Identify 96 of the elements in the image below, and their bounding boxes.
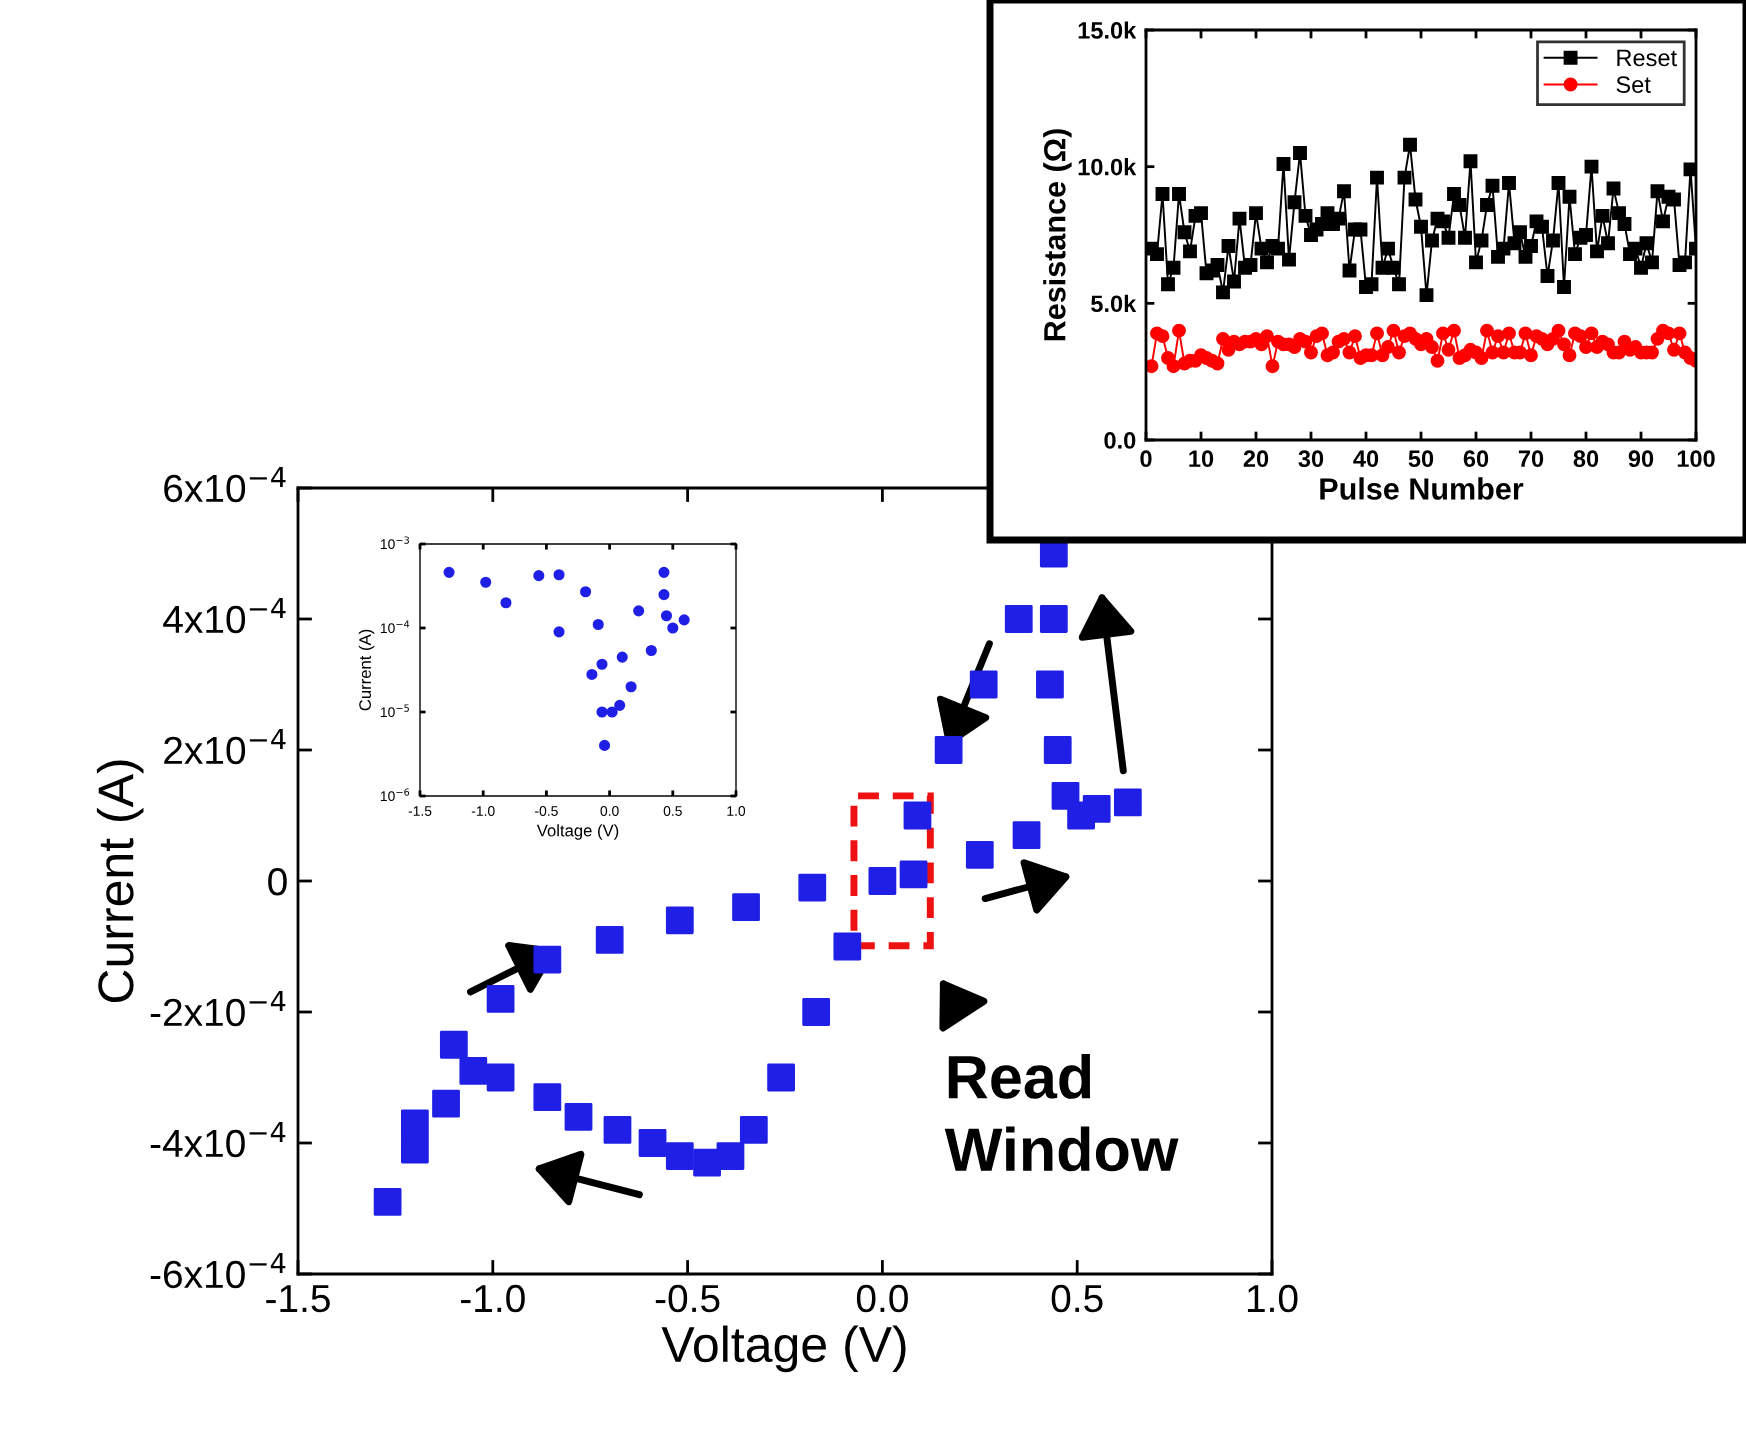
point <box>625 681 637 693</box>
point <box>533 1083 562 1112</box>
point <box>553 569 565 581</box>
point <box>965 840 994 869</box>
y-tick-label: 0.0 <box>1104 432 1136 449</box>
point <box>868 867 897 895</box>
point <box>480 576 492 588</box>
y-tick-label: 6x10$^{−4}$ <box>164 467 286 503</box>
y-tick-label: 4x10$^{−4}$ <box>163 598 286 634</box>
x-tick-label: 90 <box>1628 450 1654 468</box>
point <box>459 1057 488 1085</box>
point <box>603 1116 632 1144</box>
point <box>432 1089 460 1118</box>
x-tick-label: -1.0 <box>461 1284 525 1313</box>
x-tick-label: 0.5 <box>1051 1284 1103 1313</box>
y-tick-label: -6x10$^{−4}$ <box>150 1253 286 1289</box>
point <box>486 985 515 1013</box>
point <box>553 626 565 638</box>
x-axis-title: Pulse Number <box>1320 477 1524 500</box>
x-tick-label: 100 <box>1677 450 1715 468</box>
y-tick-label: 0 <box>268 867 287 896</box>
y-axis-title: Current (A) <box>96 760 144 1003</box>
y-tick-label: 5.0k <box>1091 294 1137 313</box>
y-tick-label: 2x10$^{−4}$ <box>164 729 286 765</box>
point <box>592 618 604 631</box>
point <box>500 597 512 609</box>
x-axis-title: Voltage (V) <box>661 1325 906 1373</box>
point <box>658 589 670 601</box>
point <box>693 1148 721 1177</box>
point <box>645 644 657 657</box>
x-tick-label: 1.0 <box>1247 1284 1298 1313</box>
y-axis-title: Resistance (Ω) <box>1043 129 1072 341</box>
y-tick-label: 10.0k <box>1078 158 1137 176</box>
legend-label: Reset <box>1617 49 1677 67</box>
point <box>732 893 760 922</box>
x-tick-label: 10 <box>1189 450 1214 468</box>
point <box>486 1063 515 1092</box>
point <box>1004 605 1033 633</box>
point <box>373 1188 402 1216</box>
point <box>1051 781 1080 810</box>
x-tick-label: -1.5 <box>266 1285 330 1313</box>
point <box>739 1116 768 1144</box>
annotation: Read Window <box>944 1053 1179 1172</box>
point <box>443 566 455 578</box>
x-axis-title: Voltage (V) <box>536 824 619 840</box>
point <box>533 945 562 974</box>
x-tick-label: 0.0 <box>856 1284 908 1313</box>
point <box>802 998 831 1026</box>
point <box>564 1102 593 1131</box>
point <box>606 706 618 718</box>
point <box>903 801 932 830</box>
point <box>595 926 624 954</box>
y-axis-title: Current (A) <box>358 629 375 711</box>
point <box>1043 736 1072 764</box>
x-tick-label: 30 <box>1298 450 1324 468</box>
x-tick-label: 0 <box>1140 450 1152 468</box>
y-tick-label: -2x10$^{−4}$ <box>150 991 286 1027</box>
point <box>678 614 690 626</box>
point <box>1012 821 1041 850</box>
point <box>767 1063 795 1092</box>
point <box>1113 788 1142 817</box>
x-tick-label: 80 <box>1573 450 1599 468</box>
point <box>899 860 928 889</box>
point <box>598 739 611 751</box>
point <box>1036 670 1064 699</box>
point <box>614 699 626 711</box>
point <box>439 1030 468 1059</box>
point <box>1082 795 1111 823</box>
point <box>596 658 608 670</box>
point <box>665 1142 694 1170</box>
point <box>665 906 694 935</box>
x-tick-label: -0.5 <box>655 1284 720 1313</box>
x-tick-label: 40 <box>1353 450 1379 468</box>
point <box>658 566 670 578</box>
point <box>616 651 628 663</box>
point <box>1039 605 1068 633</box>
legend-label: Set <box>1616 76 1651 93</box>
point <box>633 605 645 617</box>
x-tick-label: 20 <box>1243 450 1269 468</box>
y-tick-label: 15.0k <box>1078 21 1137 39</box>
point <box>638 1129 667 1157</box>
point <box>596 706 608 718</box>
x-tick-label: 70 <box>1518 450 1544 468</box>
point <box>660 610 673 622</box>
point <box>580 586 592 598</box>
x-tick-label: 50 <box>1408 450 1434 468</box>
point <box>400 1135 429 1164</box>
point <box>400 1109 429 1138</box>
point <box>533 570 545 582</box>
point <box>586 668 598 680</box>
point <box>833 932 862 961</box>
x-tick-label: 60 <box>1463 450 1489 468</box>
point <box>798 873 827 902</box>
point <box>667 622 679 634</box>
y-tick-label: -4x10$^{−4}$ <box>150 1122 286 1158</box>
point <box>934 736 963 764</box>
